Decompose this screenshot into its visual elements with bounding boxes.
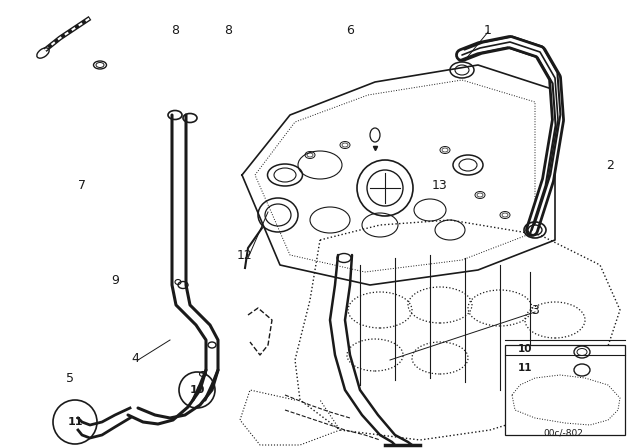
Text: 3: 3 [531,303,539,316]
Text: 6: 6 [346,23,354,36]
Text: 10: 10 [189,385,205,395]
Text: 8: 8 [171,23,179,36]
Text: 11: 11 [67,417,83,427]
Text: 4: 4 [131,352,139,365]
Text: 13: 13 [432,178,448,191]
Text: 9: 9 [111,273,119,287]
Text: 00c/-802: 00c/-802 [543,428,583,438]
Text: 7: 7 [78,178,86,191]
Text: 11: 11 [518,363,532,373]
Text: 1: 1 [484,23,492,36]
Text: 8: 8 [224,23,232,36]
Bar [505,345,625,435]
Text: 2: 2 [606,159,614,172]
Text: 12: 12 [237,249,253,262]
Text: 5: 5 [66,371,74,384]
Text: 10: 10 [518,344,532,354]
